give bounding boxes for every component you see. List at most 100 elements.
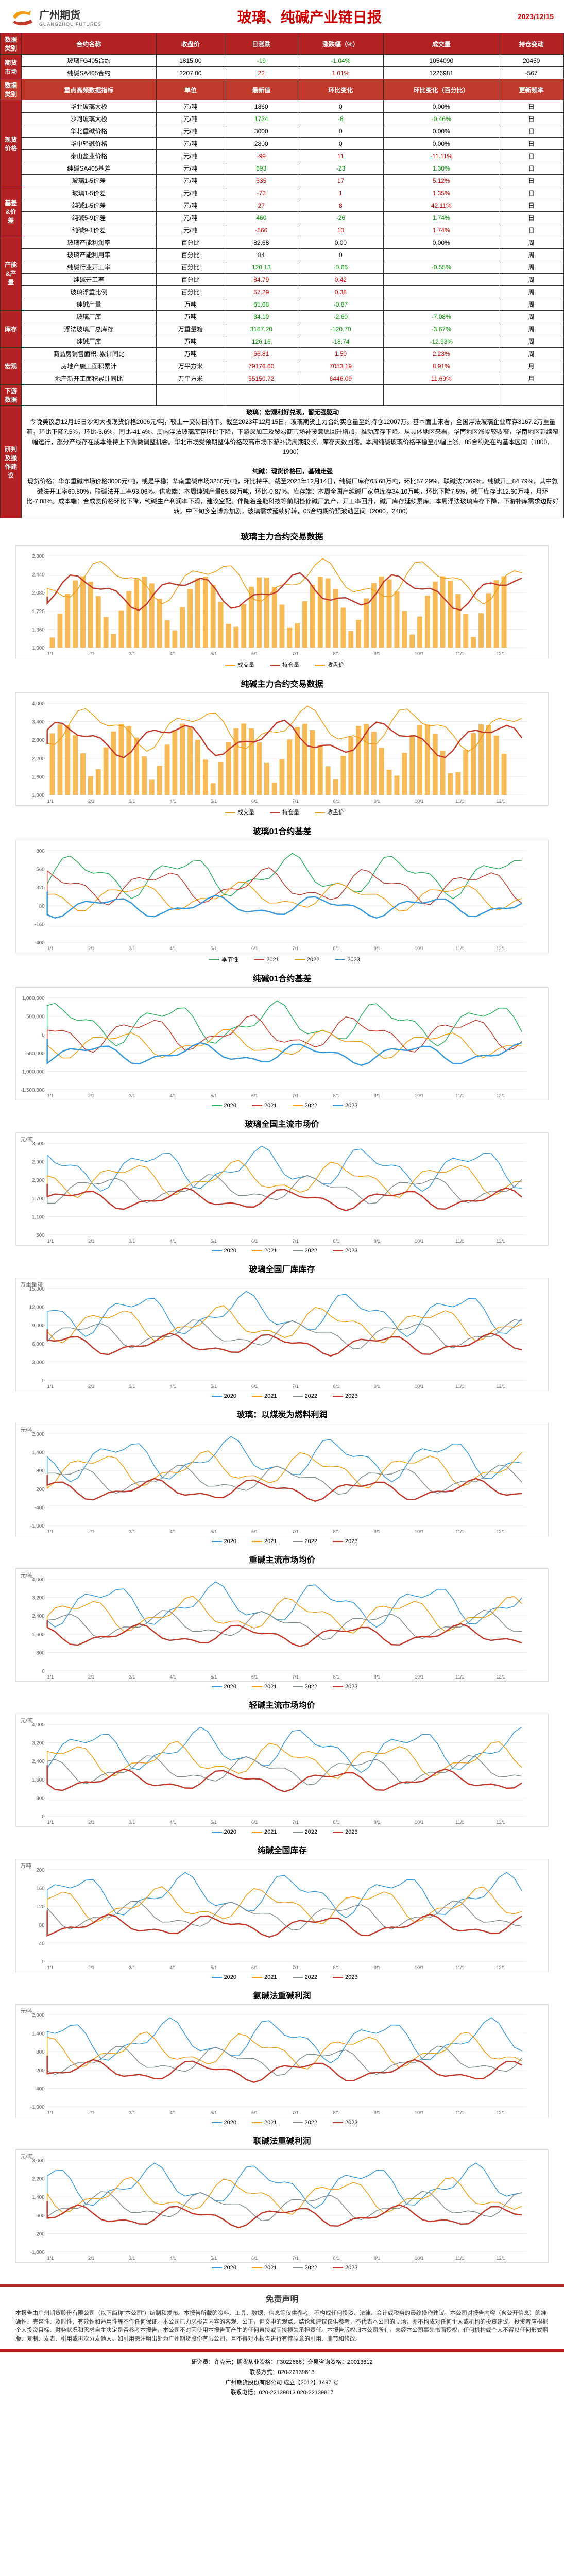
svg-text:3/1: 3/1 bbox=[129, 946, 135, 951]
disclaimer: 免责声明 本报告由广州期货股份有限公司（以下简称"本公司"）编制和发布。本报告所… bbox=[0, 2287, 564, 2349]
chart-legend: 2020202120222023 bbox=[15, 1103, 549, 1109]
svg-text:-1,000: -1,000 bbox=[30, 2105, 45, 2110]
svg-text:8/1: 8/1 bbox=[333, 1674, 339, 1680]
svg-text:6/1: 6/1 bbox=[251, 1674, 258, 1680]
svg-text:10/1: 10/1 bbox=[415, 2110, 423, 2115]
chart: 元/吨-1,000-2006001,4002,2003,0001/12/13/1… bbox=[15, 2149, 549, 2263]
chart-legend: 2020202120222023 bbox=[15, 1538, 549, 1545]
svg-text:9/1: 9/1 bbox=[374, 1384, 380, 1389]
svg-text:3/1: 3/1 bbox=[129, 1674, 135, 1680]
svg-text:800: 800 bbox=[36, 1468, 45, 1474]
svg-text:11/1: 11/1 bbox=[455, 651, 464, 656]
svg-text:-1,500,000: -1,500,000 bbox=[20, 1088, 45, 1093]
svg-text:1/1: 1/1 bbox=[47, 2110, 54, 2115]
svg-text:6/1: 6/1 bbox=[251, 799, 258, 804]
svg-text:4/1: 4/1 bbox=[170, 2110, 176, 2115]
svg-text:3/1: 3/1 bbox=[129, 799, 135, 804]
svg-text:1/1: 1/1 bbox=[47, 1093, 54, 1098]
svg-text:2,200: 2,200 bbox=[32, 2177, 45, 2182]
svg-text:1,400: 1,400 bbox=[32, 1450, 45, 1456]
svg-text:1/1: 1/1 bbox=[47, 1674, 54, 1680]
svg-text:3/1: 3/1 bbox=[129, 2110, 135, 2115]
svg-text:-1,000: -1,000 bbox=[30, 1523, 45, 1529]
svg-text:4/1: 4/1 bbox=[170, 1384, 176, 1389]
svg-text:5/1: 5/1 bbox=[211, 1093, 217, 1098]
report-date: 2023/12/15 bbox=[518, 12, 554, 21]
svg-text:-160: -160 bbox=[35, 922, 45, 928]
svg-text:7/1: 7/1 bbox=[292, 1529, 298, 1534]
svg-text:-200: -200 bbox=[35, 2232, 45, 2238]
svg-text:6/1: 6/1 bbox=[251, 946, 258, 951]
svg-text:200: 200 bbox=[36, 1487, 45, 1493]
svg-text:3,500: 3,500 bbox=[32, 1141, 45, 1147]
svg-text:9/1: 9/1 bbox=[374, 1239, 380, 1244]
svg-text:4,000: 4,000 bbox=[32, 701, 45, 707]
svg-text:5/1: 5/1 bbox=[211, 1239, 217, 1244]
svg-text:5/1: 5/1 bbox=[211, 2256, 217, 2261]
svg-text:3,000: 3,000 bbox=[32, 1360, 45, 1366]
svg-text:2,800: 2,800 bbox=[32, 738, 45, 743]
svg-text:0: 0 bbox=[42, 1378, 45, 1384]
disclaimer-body: 本报告由广州期货股份有限公司（以下简称"本公司"）编制和发布。本报告所载的资料、… bbox=[15, 2309, 549, 2343]
svg-text:2,300: 2,300 bbox=[32, 1178, 45, 1183]
svg-text:160: 160 bbox=[36, 1886, 45, 1892]
svg-text:3,200: 3,200 bbox=[32, 1741, 45, 1747]
svg-text:2,000: 2,000 bbox=[32, 2013, 45, 2019]
svg-text:11/1: 11/1 bbox=[455, 1820, 464, 1825]
svg-text:4/1: 4/1 bbox=[170, 2256, 176, 2261]
svg-text:10/1: 10/1 bbox=[415, 946, 423, 951]
svg-text:7/1: 7/1 bbox=[292, 2110, 298, 2115]
svg-text:11/1: 11/1 bbox=[455, 799, 464, 804]
svg-text:12,000: 12,000 bbox=[29, 1305, 45, 1311]
svg-text:8/1: 8/1 bbox=[333, 2110, 339, 2115]
svg-text:2/1: 2/1 bbox=[88, 1529, 94, 1534]
svg-text:-400: -400 bbox=[35, 1505, 45, 1511]
chart-title: 联碱法重碱利润 bbox=[15, 2134, 549, 2146]
svg-text:6/1: 6/1 bbox=[251, 2110, 258, 2115]
chart-title: 玻璃全国厂库库存 bbox=[15, 1262, 549, 1275]
svg-text:2/1: 2/1 bbox=[88, 651, 94, 656]
svg-text:1,000: 1,000 bbox=[32, 646, 45, 651]
svg-text:1,400: 1,400 bbox=[32, 2195, 45, 2200]
chart: -400-160803205608001/12/13/14/15/16/17/1… bbox=[15, 840, 549, 953]
svg-text:500,000: 500,000 bbox=[26, 1014, 45, 1020]
svg-text:2,000: 2,000 bbox=[32, 1432, 45, 1437]
svg-text:2/1: 2/1 bbox=[88, 2110, 94, 2115]
chart-title: 纯碱全国库存 bbox=[15, 1843, 549, 1856]
svg-text:80: 80 bbox=[39, 1923, 45, 1928]
chart: 元/吨5001,1001,7002,3002,9003,5001/12/13/1… bbox=[15, 1132, 549, 1246]
svg-text:5/1: 5/1 bbox=[211, 1384, 217, 1389]
svg-text:8/1: 8/1 bbox=[333, 651, 339, 656]
svg-text:6,000: 6,000 bbox=[32, 1342, 45, 1347]
svg-text:11/1: 11/1 bbox=[455, 1239, 464, 1244]
svg-text:1/1: 1/1 bbox=[47, 946, 54, 951]
svg-text:10/1: 10/1 bbox=[415, 1820, 423, 1825]
svg-text:1,600: 1,600 bbox=[32, 775, 45, 781]
svg-text:4/1: 4/1 bbox=[170, 1820, 176, 1825]
svg-text:-400: -400 bbox=[35, 2087, 45, 2092]
chart-legend: 2020202120222023 bbox=[15, 1393, 549, 1399]
svg-text:3,400: 3,400 bbox=[32, 720, 45, 725]
svg-text:12/1: 12/1 bbox=[497, 1239, 505, 1244]
svg-text:4/1: 4/1 bbox=[170, 1965, 176, 1970]
svg-text:7/1: 7/1 bbox=[292, 2256, 298, 2261]
svg-text:2/1: 2/1 bbox=[88, 1093, 94, 1098]
svg-text:120: 120 bbox=[36, 1904, 45, 1910]
svg-text:6/1: 6/1 bbox=[251, 1820, 258, 1825]
svg-text:2,440: 2,440 bbox=[32, 572, 45, 578]
svg-text:1,600: 1,600 bbox=[32, 1777, 45, 1783]
svg-text:5/1: 5/1 bbox=[211, 1965, 217, 1970]
chart-legend: 2020202120222023 bbox=[15, 1974, 549, 1980]
svg-text:9/1: 9/1 bbox=[374, 2256, 380, 2261]
svg-text:10/1: 10/1 bbox=[415, 1529, 423, 1534]
svg-text:10/1: 10/1 bbox=[415, 1384, 423, 1389]
svg-text:7/1: 7/1 bbox=[292, 1820, 298, 1825]
page-title: 玻璃、纯碱产业链日报 bbox=[108, 6, 511, 27]
svg-text:1/1: 1/1 bbox=[47, 1820, 54, 1825]
svg-text:6/1: 6/1 bbox=[251, 1093, 258, 1098]
svg-text:6/1: 6/1 bbox=[251, 2256, 258, 2261]
disclaimer-title: 免责声明 bbox=[15, 2294, 549, 2306]
svg-text:7/1: 7/1 bbox=[292, 1384, 298, 1389]
chart-title: 玻璃：以煤炭为燃料利润 bbox=[15, 1408, 549, 1420]
chart-legend: 2020202120222023 bbox=[15, 1829, 549, 1835]
